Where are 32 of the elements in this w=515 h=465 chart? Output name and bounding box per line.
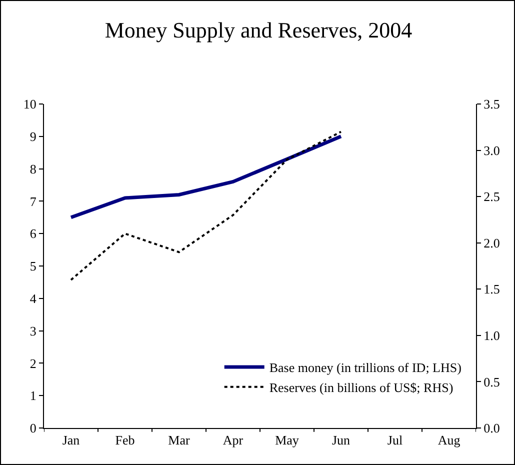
line-series bbox=[70, 130, 342, 281]
y-tick-label: 4 bbox=[30, 290, 37, 306]
y2-tick-label: 3.5 bbox=[484, 96, 500, 112]
y-tick-label: 7 bbox=[30, 194, 37, 209]
y2-tick-label: 3.0 bbox=[484, 142, 500, 158]
y2-tick-label: 0.0 bbox=[484, 420, 500, 436]
y-tick-label: 2 bbox=[30, 356, 36, 371]
y2-tick-label: 1.0 bbox=[484, 328, 500, 343]
legend-label: Base money (in trillions of ID; LHS) bbox=[269, 360, 462, 376]
y-tick-label: 3 bbox=[30, 323, 36, 338]
x-tick-label: Jan bbox=[62, 432, 80, 448]
y2-tick-label: 2.0 bbox=[484, 235, 500, 250]
y-tick-label: 9 bbox=[30, 128, 36, 144]
y2-tick-label: 2.5 bbox=[484, 189, 500, 204]
x-tick-label: Mar bbox=[168, 432, 190, 448]
y2-tick-label: 0.5 bbox=[484, 374, 500, 390]
x-tick-label: Aug bbox=[438, 432, 461, 448]
x-tick-label: Jul bbox=[387, 432, 403, 448]
x-tick-label: Feb bbox=[115, 432, 135, 448]
y-tick-label: 8 bbox=[30, 161, 36, 176]
x-tick-label: Apr bbox=[222, 432, 244, 448]
chart-title: Money Supply and Reserves, 2004 bbox=[104, 17, 412, 42]
y-tick-label: 0 bbox=[30, 420, 36, 436]
y-tick-label: 1 bbox=[30, 388, 36, 404]
legend-label: Reserves (in billions of US$; RHS) bbox=[269, 380, 454, 395]
line-series bbox=[69, 134, 343, 220]
x-tick-label: May bbox=[275, 432, 300, 448]
y-tick-label: 5 bbox=[30, 258, 36, 274]
y2-tick-label: 1.5 bbox=[484, 282, 500, 297]
y-tick-label: 10 bbox=[23, 96, 36, 112]
y-tick-label: 6 bbox=[30, 226, 37, 242]
x-tick-label: Jun bbox=[332, 432, 351, 448]
